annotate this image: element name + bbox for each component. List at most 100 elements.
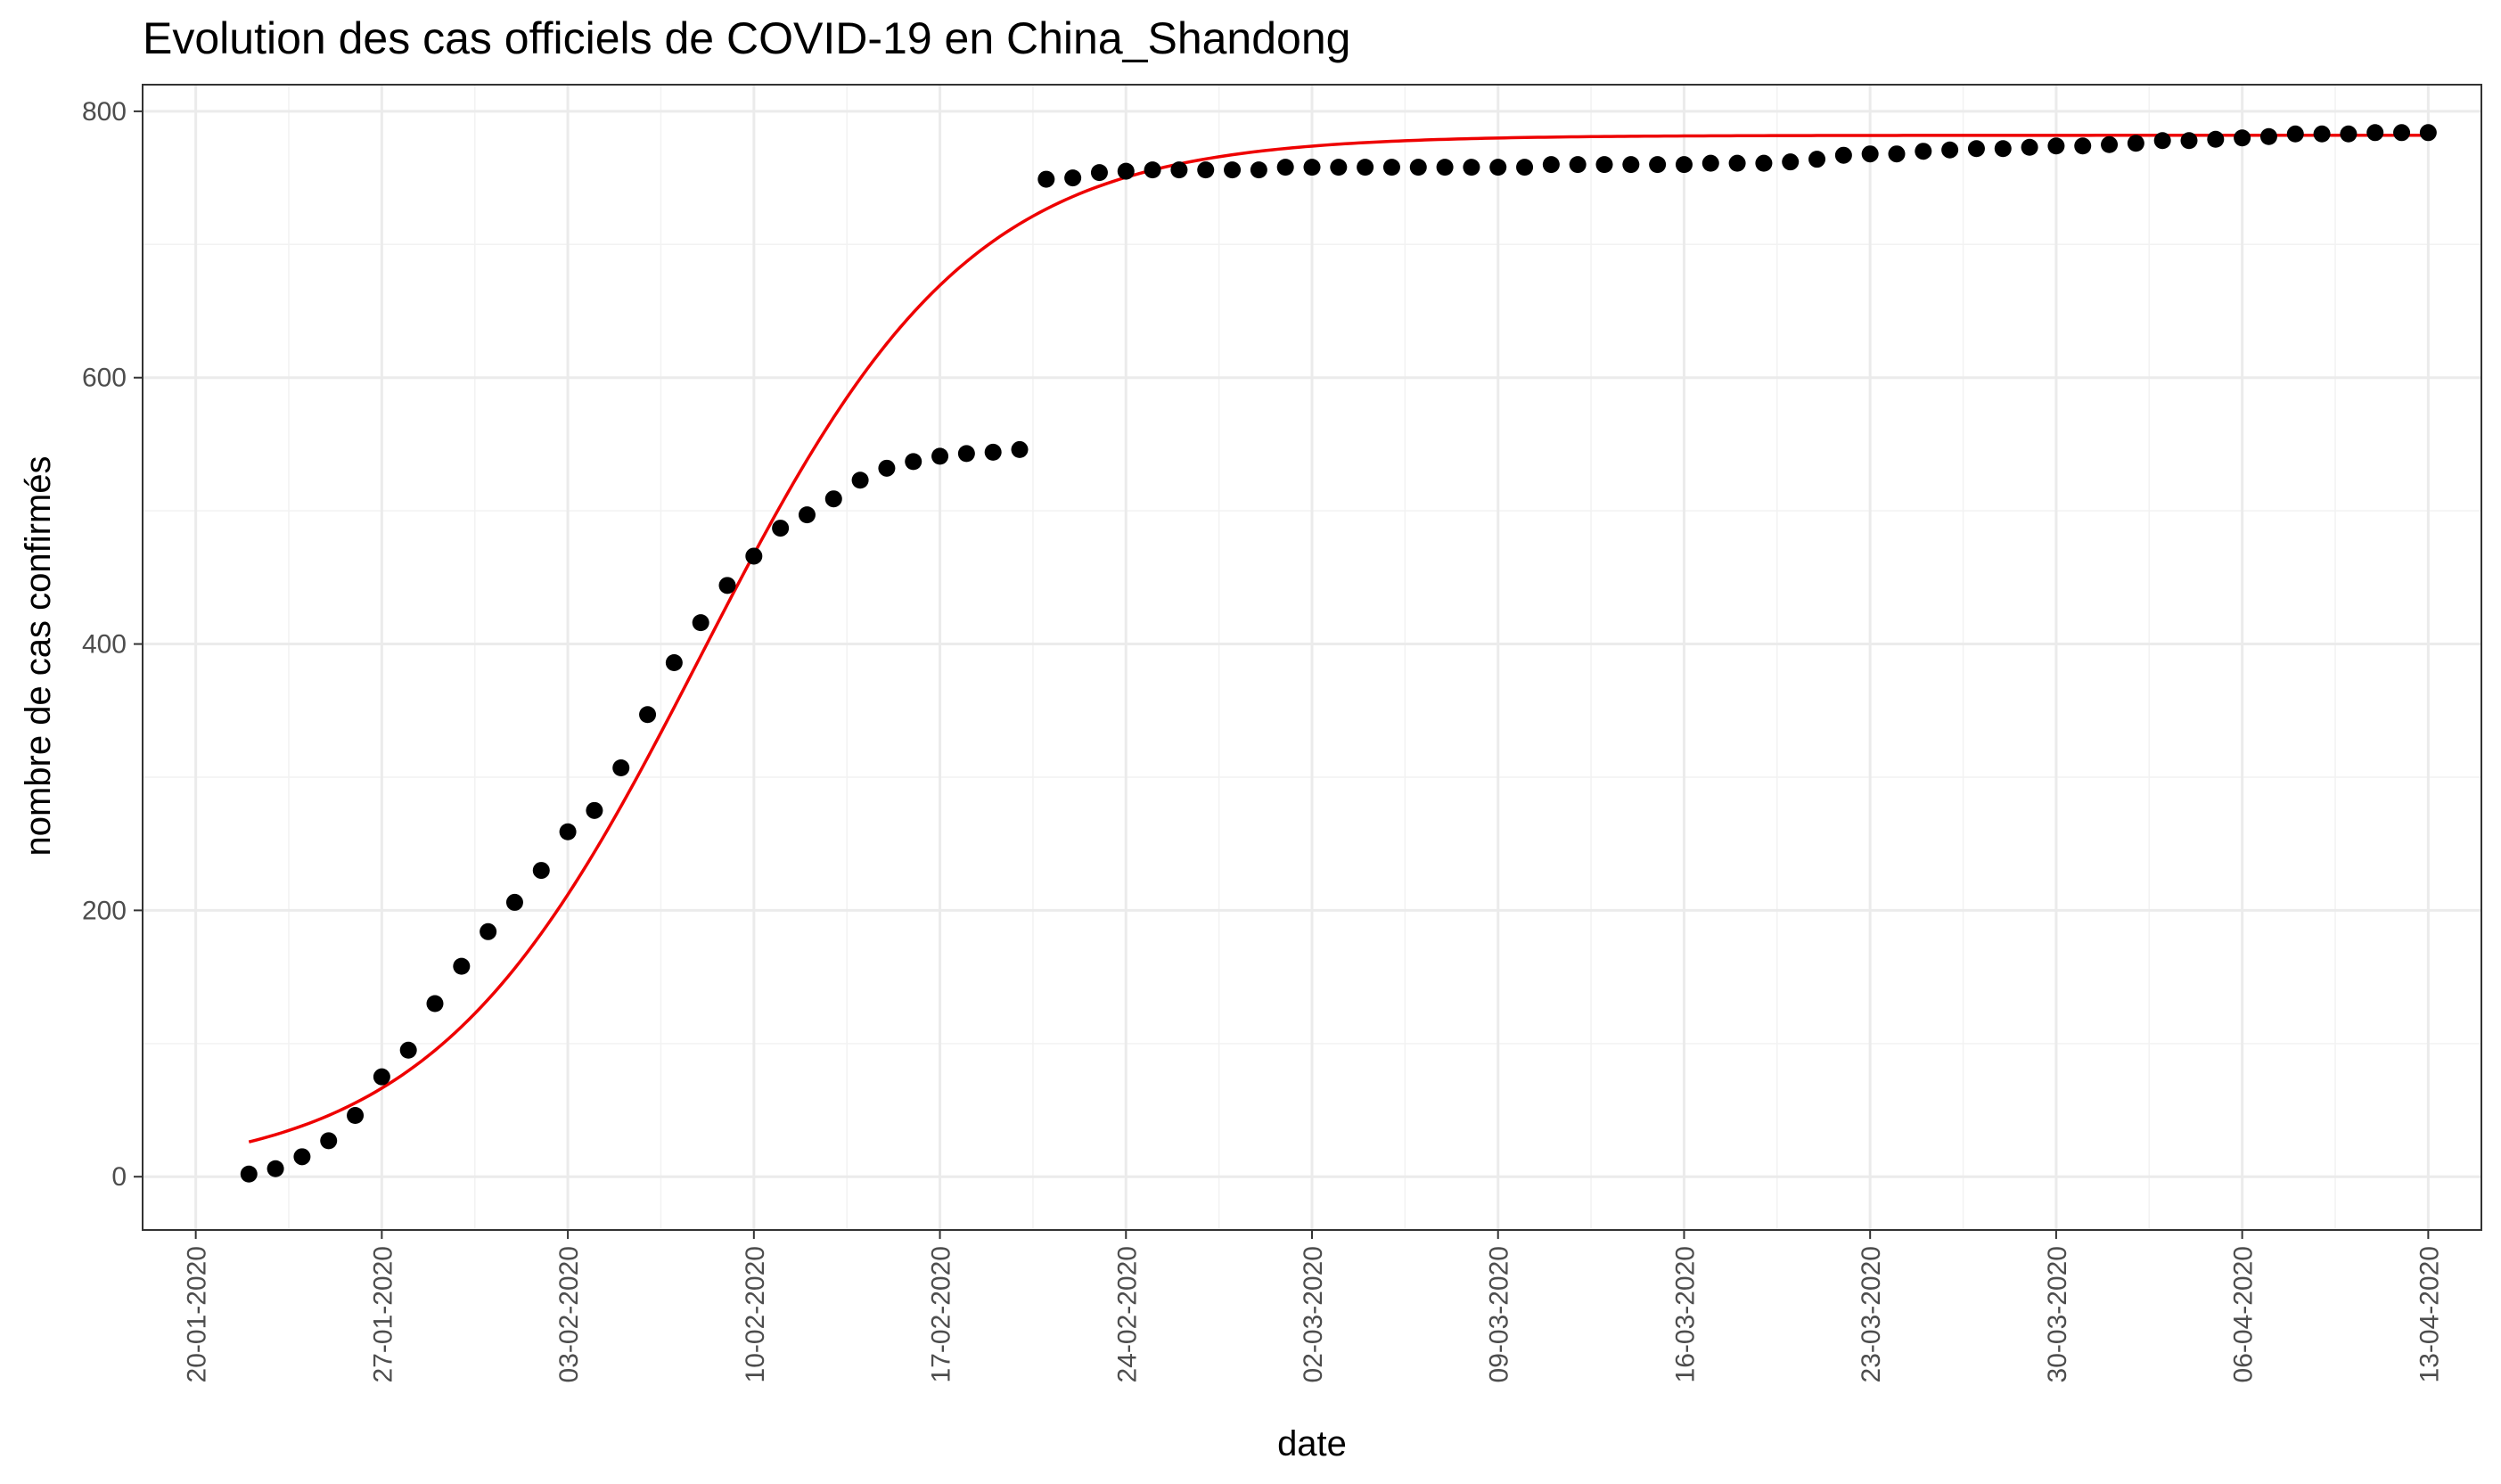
data-point bbox=[2234, 129, 2251, 147]
data-point bbox=[1463, 159, 1480, 176]
data-point bbox=[2393, 124, 2411, 142]
data-point bbox=[2127, 135, 2144, 152]
x-tick-label: 16-03-2020 bbox=[1670, 1246, 1700, 1382]
data-point bbox=[347, 1107, 365, 1124]
data-point bbox=[373, 1068, 390, 1086]
data-point bbox=[1436, 159, 1454, 176]
x-tick-label: 23-03-2020 bbox=[1857, 1246, 1886, 1382]
x-tick-label: 24-02-2020 bbox=[1112, 1246, 1142, 1382]
data-point bbox=[878, 459, 896, 477]
data-point bbox=[905, 453, 922, 471]
data-point bbox=[2153, 132, 2171, 150]
y-tick-label: 800 bbox=[82, 97, 127, 127]
data-point bbox=[1011, 440, 1029, 458]
data-point bbox=[2207, 130, 2225, 148]
data-point bbox=[1197, 161, 1215, 179]
data-point bbox=[1382, 159, 1400, 176]
data-point bbox=[1276, 159, 1294, 176]
y-tick-label: 400 bbox=[82, 630, 127, 660]
data-point bbox=[718, 577, 736, 594]
data-point bbox=[1064, 169, 1082, 187]
data-point bbox=[1834, 146, 1852, 164]
x-tick-label: 30-03-2020 bbox=[2043, 1246, 2072, 1382]
data-point bbox=[2047, 137, 2065, 155]
data-point bbox=[1595, 156, 1613, 174]
data-point bbox=[480, 922, 497, 940]
data-point bbox=[1649, 156, 1667, 174]
y-tick-label: 0 bbox=[111, 1162, 127, 1192]
data-point bbox=[1967, 140, 1985, 158]
x-tick-label: 20-01-2020 bbox=[183, 1246, 212, 1382]
data-point bbox=[1888, 145, 1906, 163]
x-axis: 20-01-2020 27-01-2020 03-02-2020 10-02-2020… bbox=[183, 1230, 2444, 1382]
data-point bbox=[586, 801, 603, 819]
data-point bbox=[1303, 159, 1321, 176]
data-point bbox=[1569, 156, 1587, 174]
data-point bbox=[1542, 156, 1560, 174]
data-point bbox=[1090, 164, 1108, 182]
x-tick-label: 03-02-2020 bbox=[554, 1246, 584, 1382]
data-point bbox=[293, 1148, 311, 1166]
data-point bbox=[1994, 140, 2012, 158]
data-point bbox=[1330, 159, 1348, 176]
data-point bbox=[1702, 154, 1719, 172]
y-axis: 0 200 400 600 800 bbox=[82, 97, 143, 1192]
data-point bbox=[2101, 135, 2119, 153]
data-point bbox=[1224, 161, 1242, 179]
data-point bbox=[1516, 159, 1534, 176]
data-point bbox=[505, 893, 523, 911]
data-point bbox=[2313, 125, 2331, 143]
data-point bbox=[745, 547, 763, 565]
data-point bbox=[1409, 159, 1427, 176]
data-point bbox=[532, 862, 550, 880]
data-point bbox=[1675, 156, 1693, 174]
data-point bbox=[1622, 156, 1640, 174]
data-point bbox=[931, 447, 949, 465]
data-point bbox=[2340, 125, 2358, 143]
x-tick-label: 10-02-2020 bbox=[741, 1246, 770, 1382]
data-point bbox=[1808, 151, 1826, 168]
data-point bbox=[1144, 161, 1161, 179]
x-tick-label: 06-04-2020 bbox=[2229, 1246, 2259, 1382]
data-point bbox=[320, 1132, 338, 1150]
data-point bbox=[453, 957, 471, 975]
data-point bbox=[399, 1041, 417, 1059]
data-point bbox=[2259, 127, 2277, 145]
data-point bbox=[559, 823, 577, 840]
data-point bbox=[2419, 124, 2437, 142]
data-point bbox=[692, 614, 709, 632]
grid-lines bbox=[143, 85, 2481, 1230]
data-point bbox=[1117, 162, 1135, 180]
data-point bbox=[1489, 159, 1507, 176]
x-axis-title: date bbox=[1277, 1424, 1347, 1464]
data-point bbox=[851, 471, 869, 489]
data-point bbox=[665, 653, 683, 671]
data-point bbox=[2074, 137, 2092, 155]
data-point bbox=[612, 759, 630, 777]
data-point bbox=[1728, 154, 1746, 172]
data-point bbox=[1782, 153, 1800, 171]
data-point bbox=[957, 445, 975, 463]
data-point bbox=[1250, 161, 1267, 179]
y-tick-label: 600 bbox=[82, 364, 127, 393]
x-tick-label: 02-03-2020 bbox=[1299, 1246, 1328, 1382]
data-point bbox=[1861, 145, 1879, 163]
data-point bbox=[1755, 154, 1773, 172]
data-point bbox=[2286, 125, 2304, 143]
data-point bbox=[1037, 170, 1055, 188]
x-tick-label: 27-01-2020 bbox=[368, 1246, 398, 1382]
data-point bbox=[1170, 161, 1188, 179]
data-point bbox=[240, 1165, 258, 1183]
x-tick-label: 17-02-2020 bbox=[927, 1246, 956, 1382]
data-point bbox=[266, 1160, 284, 1177]
fitted-curve bbox=[248, 134, 2429, 1144]
data-point bbox=[824, 490, 842, 508]
data-point bbox=[2366, 124, 2384, 142]
x-tick-label: 09-03-2020 bbox=[1485, 1246, 1514, 1382]
data-point bbox=[798, 506, 816, 524]
y-axis-title: nombre de cas confirmés bbox=[19, 455, 58, 856]
data-point bbox=[426, 995, 444, 1013]
data-point bbox=[1357, 159, 1374, 176]
data-point bbox=[772, 520, 790, 537]
